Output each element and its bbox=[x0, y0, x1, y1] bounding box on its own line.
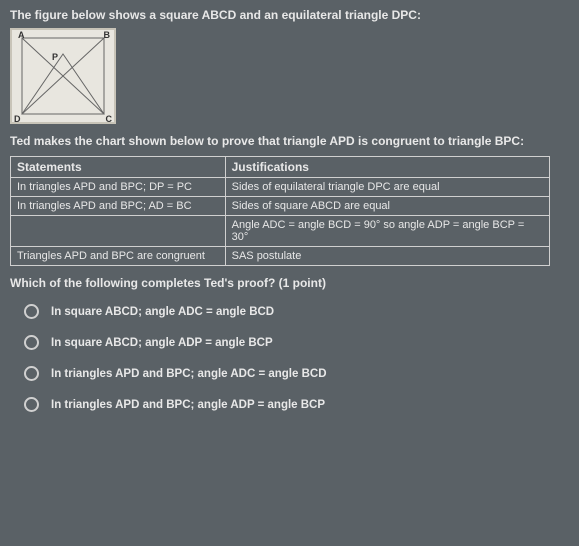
table-row: In triangles APD and BPC; AD = BC Sides … bbox=[11, 197, 550, 216]
figure-label-c: C bbox=[106, 114, 113, 124]
radio-icon bbox=[24, 304, 39, 319]
table-row: Angle ADC = angle BCD = 90° so angle ADP… bbox=[11, 216, 550, 247]
figure-label-p: P bbox=[52, 52, 58, 62]
table-cell: Sides of equilateral triangle DPC are eq… bbox=[225, 178, 549, 197]
intro-text: The figure below shows a square ABCD and… bbox=[10, 8, 569, 22]
option-c[interactable]: In triangles APD and BPC; angle ADC = an… bbox=[24, 366, 569, 381]
figure-label-b: B bbox=[104, 30, 111, 40]
table-head-statements: Statements bbox=[11, 157, 226, 178]
table-cell: In triangles APD and BPC; DP = PC bbox=[11, 178, 226, 197]
option-d[interactable]: In triangles APD and BPC; angle ADP = an… bbox=[24, 397, 569, 412]
radio-icon bbox=[24, 366, 39, 381]
figure-svg bbox=[12, 30, 114, 122]
table-cell: Sides of square ABCD are equal bbox=[225, 197, 549, 216]
radio-icon bbox=[24, 335, 39, 350]
table-cell: Triangles APD and BPC are congruent bbox=[11, 247, 226, 266]
table-row: Triangles APD and BPC are congruent SAS … bbox=[11, 247, 550, 266]
table-cell: SAS postulate bbox=[225, 247, 549, 266]
options-group: In square ABCD; angle ADC = angle BCD In… bbox=[10, 304, 569, 412]
option-a[interactable]: In square ABCD; angle ADC = angle BCD bbox=[24, 304, 569, 319]
table-header-row: Statements Justifications bbox=[11, 157, 550, 178]
radio-icon bbox=[24, 397, 39, 412]
option-b[interactable]: In square ABCD; angle ADP = angle BCP bbox=[24, 335, 569, 350]
question-text: Which of the following completes Ted's p… bbox=[10, 276, 569, 290]
table-head-justifications: Justifications bbox=[225, 157, 549, 178]
mid-text: Ted makes the chart shown below to prove… bbox=[10, 134, 569, 148]
geometry-figure: A B C D P bbox=[10, 28, 116, 124]
proof-table: Statements Justifications In triangles A… bbox=[10, 156, 550, 266]
table-cell: In triangles APD and BPC; AD = BC bbox=[11, 197, 226, 216]
option-label: In triangles APD and BPC; angle ADP = an… bbox=[51, 399, 325, 411]
option-label: In triangles APD and BPC; angle ADC = an… bbox=[51, 368, 327, 380]
option-label: In square ABCD; angle ADC = angle BCD bbox=[51, 306, 274, 318]
table-cell bbox=[11, 216, 226, 247]
option-label: In square ABCD; angle ADP = angle BCP bbox=[51, 337, 273, 349]
figure-label-a: A bbox=[18, 30, 25, 40]
figure-label-d: D bbox=[14, 114, 21, 124]
table-cell: Angle ADC = angle BCD = 90° so angle ADP… bbox=[225, 216, 549, 247]
table-row: In triangles APD and BPC; DP = PC Sides … bbox=[11, 178, 550, 197]
